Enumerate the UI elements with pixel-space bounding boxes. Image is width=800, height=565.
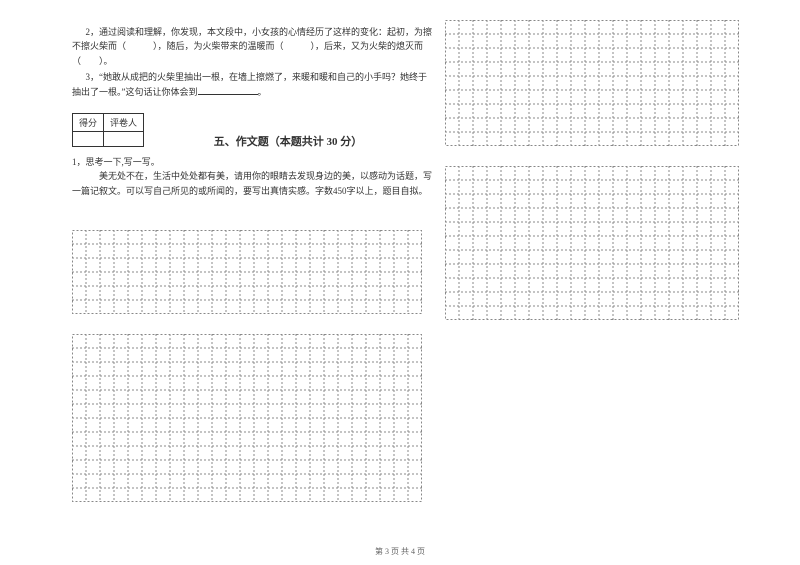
essay-grid-4 <box>445 166 750 326</box>
question-2: 2，通过阅读和理解，你发现，本文段中，小女孩的心情经历了这样的变化：起初，为擦不… <box>72 25 434 68</box>
left-column: 2，通过阅读和理解，你发现，本文段中，小女孩的心情经历了这样的变化：起初，为擦不… <box>72 25 434 198</box>
score-header-1: 得分 <box>73 113 104 131</box>
essay-q-number: 1，思考一下,写一写。 <box>72 155 434 169</box>
essay-grid-1 <box>72 230 434 325</box>
essay-prompt: 美无处不在，生活中处处都有美，请用你的眼睛去发现身边的美，以感动为话题，写一篇记… <box>72 169 434 198</box>
grid-svg-2 <box>72 334 434 514</box>
score-cell-1 <box>73 131 104 146</box>
score-table: 得分 评卷人 <box>72 113 144 147</box>
essay-grid-2 <box>72 334 434 514</box>
essay-question: 1，思考一下,写一写。 美无处不在，生活中处处都有美，请用你的眼睛去发现身边的美… <box>72 155 434 198</box>
score-header-2: 评卷人 <box>104 113 144 131</box>
grid-svg-4 <box>445 166 750 326</box>
grid-svg-1 <box>72 230 434 325</box>
essay-grid-3 <box>445 20 750 158</box>
question-3: 3，“她敢从成把的火柴里抽出一根，在墙上擦燃了，来暖和暖和自己的小手吗？她终于抽… <box>72 70 434 99</box>
footer: 第 3 页 共 4 页 <box>0 546 800 557</box>
score-cell-2 <box>104 131 144 146</box>
blank-line <box>198 85 258 95</box>
grid-svg-3 <box>445 20 750 158</box>
section-title: 五、作文题（本题共计 30 分） <box>142 133 434 149</box>
